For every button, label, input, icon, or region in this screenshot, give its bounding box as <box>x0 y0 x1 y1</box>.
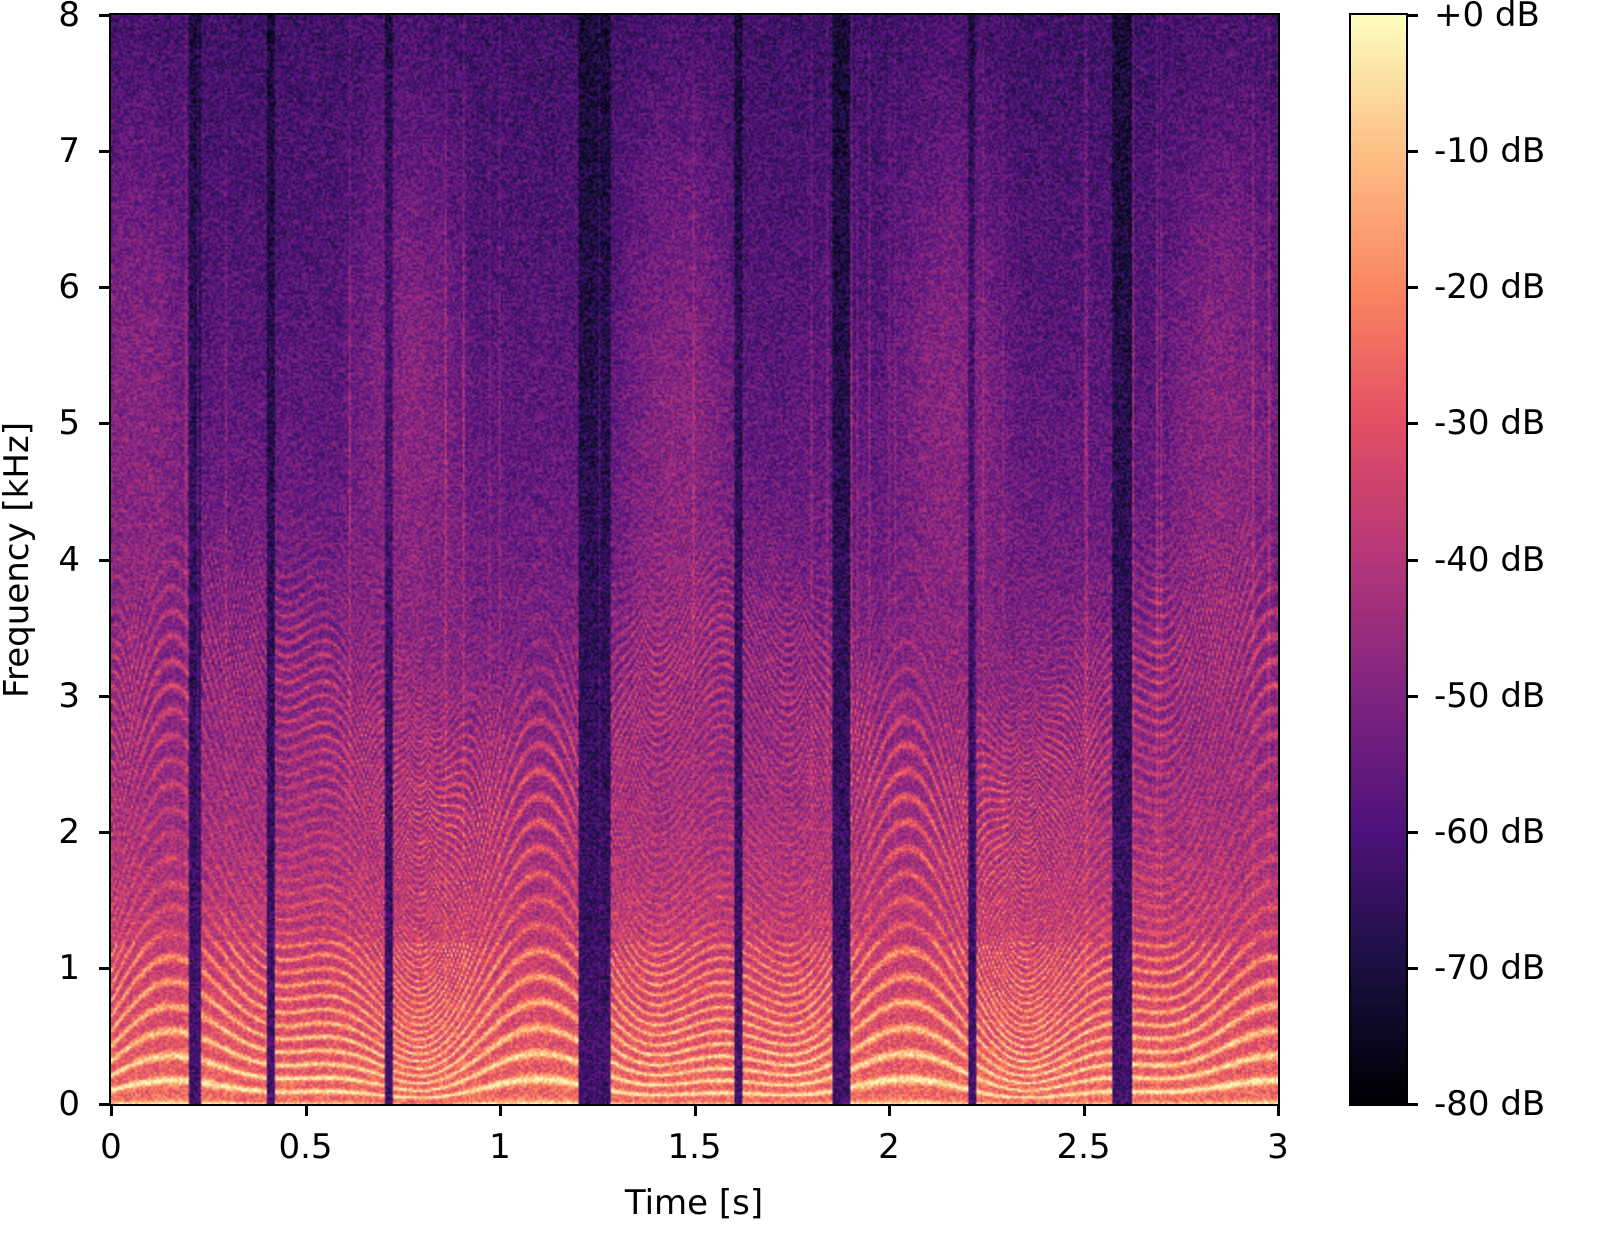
x-tick-label: 3 <box>1267 1127 1289 1167</box>
colorbar-tick-mark <box>1406 14 1418 17</box>
y-tick-mark <box>99 14 111 17</box>
y-tick-mark <box>99 422 111 426</box>
x-tick-label: 1.5 <box>667 1127 722 1167</box>
x-tick-label: 1 <box>489 1127 511 1167</box>
colorbar-tick-mark <box>1406 1103 1418 1106</box>
colorbar <box>1351 15 1406 1104</box>
colorbar-tick-label: -50 dB <box>1434 675 1546 716</box>
x-tick-mark <box>304 1104 308 1116</box>
colorbar-tick-label: -80 dB <box>1434 1084 1546 1124</box>
spectrogram-plot-area <box>111 15 1278 1104</box>
x-tick-mark <box>1277 1104 1280 1116</box>
x-tick-mark <box>888 1104 891 1116</box>
plot-frame <box>109 13 1280 1106</box>
y-tick-mark <box>99 286 111 290</box>
x-tick-label: 2.5 <box>1056 1127 1111 1167</box>
colorbar-tick-mark <box>1406 558 1418 562</box>
x-tick-mark <box>499 1104 502 1116</box>
y-tick-label: 1 <box>58 947 80 988</box>
colorbar-tick-mark <box>1406 422 1418 426</box>
y-tick-mark <box>99 150 111 154</box>
colorbar-tick-label: -10 dB <box>1434 131 1546 172</box>
x-tick-mark <box>1082 1104 1086 1116</box>
x-tick-mark <box>110 1104 113 1116</box>
colorbar-tick-label: -20 dB <box>1434 267 1546 308</box>
x-tick-label: 0 <box>100 1127 122 1167</box>
y-tick-mark <box>99 694 111 698</box>
x-tick-label: 2 <box>878 1127 900 1167</box>
colorbar-frame <box>1349 13 1408 1106</box>
y-tick-label: 5 <box>58 403 80 444</box>
y-tick-label: 2 <box>58 811 80 852</box>
y-tick-label: 4 <box>58 539 80 580</box>
y-tick-mark <box>99 830 111 834</box>
x-axis-label: Time [s] <box>624 1183 764 1223</box>
y-tick-label: 3 <box>58 675 80 716</box>
colorbar-tick-mark <box>1406 694 1418 698</box>
y-tick-mark <box>99 1103 111 1106</box>
y-tick-label: 7 <box>58 131 80 172</box>
colorbar-tick-mark <box>1406 286 1418 290</box>
y-tick-mark <box>99 558 111 562</box>
colorbar-tick-mark <box>1406 830 1418 834</box>
spectrogram-heatmap <box>111 15 1278 1104</box>
y-tick-label: 6 <box>58 267 80 308</box>
colorbar-tick-label: -70 dB <box>1434 947 1546 988</box>
y-tick-label: 0 <box>58 1084 80 1124</box>
colorbar-tick-label: -60 dB <box>1434 811 1546 852</box>
y-axis-label: Frequency [kHz] <box>0 421 37 699</box>
x-tick-mark <box>693 1104 697 1116</box>
colorbar-tick-mark <box>1406 966 1418 970</box>
y-tick-label: 8 <box>58 0 80 35</box>
colorbar-tick-label: -40 dB <box>1434 539 1546 580</box>
y-tick-mark <box>99 966 111 970</box>
x-tick-label: 0.5 <box>278 1127 333 1167</box>
colorbar-tick-mark <box>1406 150 1418 154</box>
colorbar-tick-label: -30 dB <box>1434 403 1546 444</box>
colorbar-gradient <box>1351 15 1406 1104</box>
colorbar-tick-label: +0 dB <box>1434 0 1540 35</box>
